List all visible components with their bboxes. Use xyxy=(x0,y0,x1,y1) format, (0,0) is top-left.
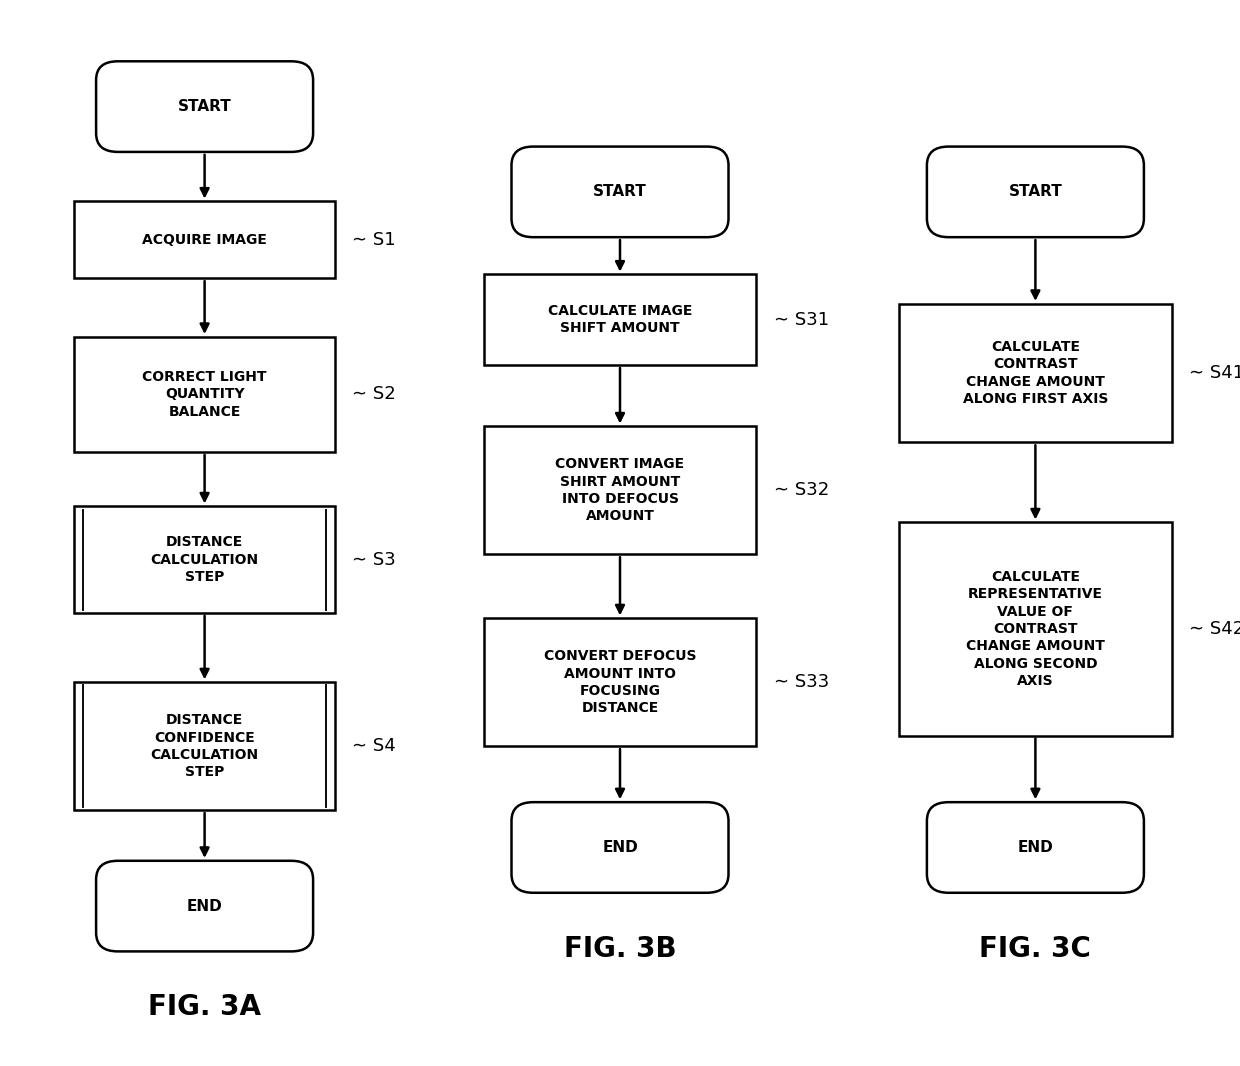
Text: FIG. 3B: FIG. 3B xyxy=(564,935,676,963)
Bar xyxy=(899,304,1172,442)
Text: FIG. 3C: FIG. 3C xyxy=(980,935,1091,963)
Text: ACQUIRE IMAGE: ACQUIRE IMAGE xyxy=(143,232,267,247)
FancyBboxPatch shape xyxy=(926,803,1145,893)
Bar xyxy=(74,201,335,278)
Text: CALCULATE
CONTRAST
CHANGE AMOUNT
ALONG FIRST AXIS: CALCULATE CONTRAST CHANGE AMOUNT ALONG F… xyxy=(962,340,1109,406)
Text: ∼ S31: ∼ S31 xyxy=(774,311,828,328)
FancyBboxPatch shape xyxy=(511,147,729,238)
Bar xyxy=(74,337,335,452)
Text: ∼ S32: ∼ S32 xyxy=(774,482,830,499)
Text: ∼ S42: ∼ S42 xyxy=(1189,620,1240,637)
Text: END: END xyxy=(187,899,222,914)
Text: CALCULATE IMAGE
SHIFT AMOUNT: CALCULATE IMAGE SHIFT AMOUNT xyxy=(548,304,692,336)
Text: START: START xyxy=(177,99,232,114)
Text: CONVERT IMAGE
SHIRT AMOUNT
INTO DEFOCUS
AMOUNT: CONVERT IMAGE SHIRT AMOUNT INTO DEFOCUS … xyxy=(556,457,684,523)
Text: ∼ S2: ∼ S2 xyxy=(352,386,396,403)
Text: END: END xyxy=(1018,840,1053,855)
Text: ∼ S4: ∼ S4 xyxy=(352,738,396,755)
FancyBboxPatch shape xyxy=(97,61,312,151)
Text: FIG. 3A: FIG. 3A xyxy=(148,994,262,1021)
FancyBboxPatch shape xyxy=(926,147,1145,238)
Text: ∼ S41: ∼ S41 xyxy=(1189,365,1240,382)
Bar xyxy=(484,275,756,365)
Text: DISTANCE
CALCULATION
STEP: DISTANCE CALCULATION STEP xyxy=(150,535,259,584)
Bar xyxy=(74,682,335,810)
Text: DISTANCE
CONFIDENCE
CALCULATION
STEP: DISTANCE CONFIDENCE CALCULATION STEP xyxy=(150,713,259,779)
Text: START: START xyxy=(1008,184,1063,199)
Bar xyxy=(899,522,1172,736)
Text: START: START xyxy=(593,184,647,199)
Text: CORRECT LIGHT
QUANTITY
BALANCE: CORRECT LIGHT QUANTITY BALANCE xyxy=(143,370,267,419)
Text: ∼ S3: ∼ S3 xyxy=(352,551,396,568)
Text: ∼ S33: ∼ S33 xyxy=(774,674,830,691)
Text: CALCULATE
REPRESENTATIVE
VALUE OF
CONTRAST
CHANGE AMOUNT
ALONG SECOND
AXIS: CALCULATE REPRESENTATIVE VALUE OF CONTRA… xyxy=(966,570,1105,688)
FancyBboxPatch shape xyxy=(511,803,729,893)
FancyBboxPatch shape xyxy=(97,861,312,951)
Text: ∼ S1: ∼ S1 xyxy=(352,231,396,248)
Text: CONVERT DEFOCUS
AMOUNT INTO
FOCUSING
DISTANCE: CONVERT DEFOCUS AMOUNT INTO FOCUSING DIS… xyxy=(544,649,696,715)
Bar xyxy=(484,426,756,554)
Bar xyxy=(484,618,756,746)
Text: END: END xyxy=(603,840,637,855)
Bar xyxy=(74,506,335,613)
